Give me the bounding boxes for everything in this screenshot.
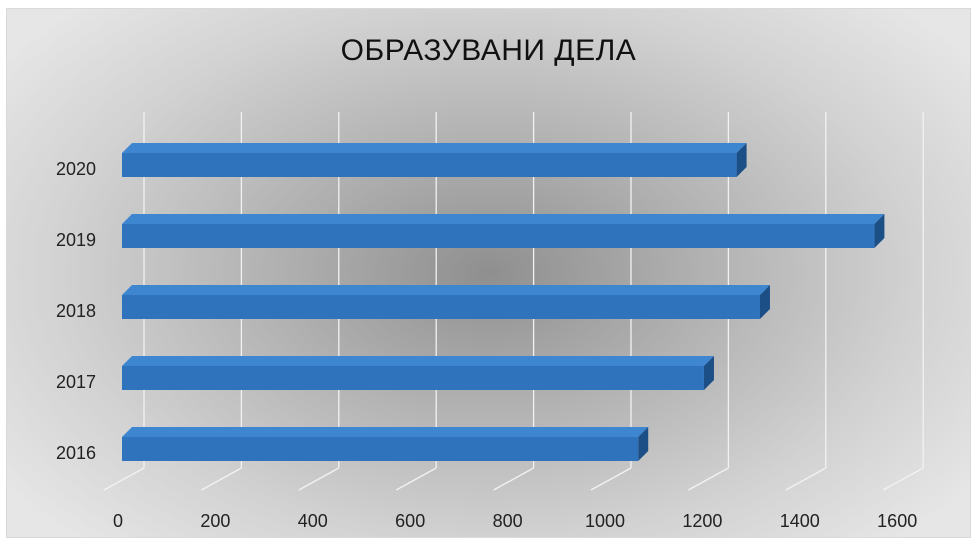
bar-2020 <box>122 143 747 177</box>
bar-front-face <box>122 153 737 177</box>
x-tick-label: 400 <box>298 511 328 531</box>
bar-front-face <box>122 437 639 461</box>
category-label: 2020 <box>56 159 96 179</box>
x-tick-label: 1400 <box>780 511 820 531</box>
category-label: 2016 <box>56 443 96 463</box>
x-tick-label: 0 <box>113 511 123 531</box>
floor-gridline <box>590 467 632 491</box>
floor-gridline <box>882 467 924 491</box>
bar-side-face <box>703 356 714 390</box>
bar-top-face <box>122 143 747 153</box>
bar-2016 <box>122 427 649 461</box>
x-tick-label: 600 <box>395 511 425 531</box>
bar-side-face <box>874 214 885 248</box>
category-label: 2018 <box>56 301 96 321</box>
bar-side-face <box>638 427 649 461</box>
chart-title: ОБРАЗУВАНИ ДЕЛА <box>340 34 637 67</box>
x-tick-label: 200 <box>200 511 230 531</box>
x-tick-label: 1000 <box>585 511 625 531</box>
bar-2019 <box>122 214 885 248</box>
bar-front-face <box>122 366 704 390</box>
category-label: 2019 <box>56 230 96 250</box>
bar-side-face <box>759 285 770 319</box>
bar-2018 <box>122 285 770 319</box>
floor-gridline <box>688 467 729 491</box>
bar-front-face <box>122 224 875 248</box>
bar-top-face <box>122 214 885 224</box>
category-label: 2017 <box>56 372 96 392</box>
x-tick-label: 1200 <box>682 511 722 531</box>
bar-front-face <box>122 295 760 319</box>
floor-gridline <box>298 467 340 491</box>
bar-top-face <box>122 285 770 295</box>
x-tick-label: 800 <box>493 511 523 531</box>
bar-top-face <box>122 427 649 437</box>
bar-top-face <box>122 356 714 366</box>
floor-gridline <box>785 467 827 491</box>
bar-2017 <box>122 356 714 390</box>
floor-gridline <box>201 467 242 491</box>
floor-gridline <box>493 467 534 491</box>
bar-side-face <box>736 143 747 177</box>
x-tick-label: 1600 <box>877 511 917 531</box>
floor-gridline <box>395 467 437 491</box>
floor-gridline <box>103 467 145 491</box>
